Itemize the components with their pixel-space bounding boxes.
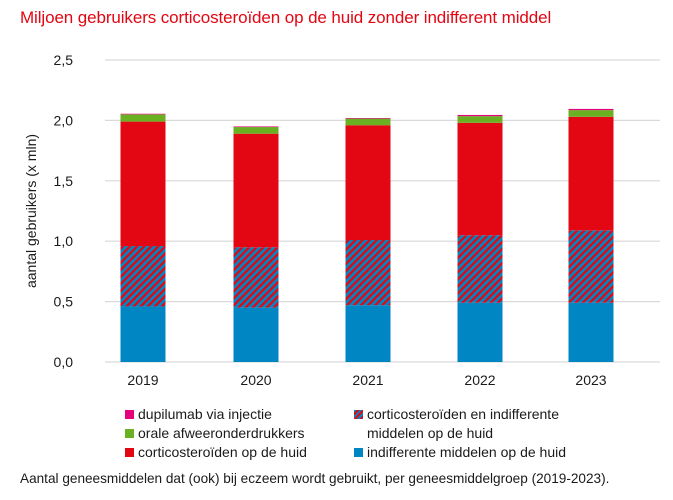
bar-segment-indiff: [345, 305, 391, 362]
legend-item-combi-line2: middelen op de huid: [367, 424, 493, 442]
bar-group-2023: [568, 108, 614, 362]
bar-segment-cortico: [568, 116, 614, 231]
bar-segment-orale: [120, 114, 166, 122]
bar-segment-combi: [233, 247, 279, 308]
y-tick-label: 0,0: [54, 354, 74, 370]
bar-group-2021: [345, 117, 391, 362]
legend-swatch-orale: [125, 429, 134, 438]
y-axis-label: aantal gebruikers (x mln): [23, 134, 39, 288]
legend-item-orale: orale afweeronderdrukkers: [125, 424, 305, 442]
legend-item-dupilumab: dupilumab via injectie: [125, 405, 272, 423]
bar-segment-indiff: [568, 302, 614, 362]
bar-segment-orale: [345, 118, 391, 126]
bar-segment-indiff: [120, 306, 166, 362]
legend-item-cortico: corticosteroïden op de huid: [125, 443, 307, 461]
legend-swatch-indiff: [354, 448, 363, 457]
legend-label: orale afweeronderdrukkers: [138, 425, 305, 441]
x-tick-label: 2023: [575, 372, 606, 388]
bar-segment-cortico: [457, 122, 503, 236]
figure-caption: Aantal geneesmiddelen dat (ook) bij ecze…: [20, 471, 610, 486]
legend-item-combi: corticosteroïden en indifferente: [354, 405, 559, 423]
bar-segment-combi: [345, 239, 391, 306]
legend-label: dupilumab via injectie: [138, 406, 272, 422]
legend-swatch-dupilumab: [125, 410, 134, 419]
legend-swatch-cortico: [125, 448, 134, 457]
bar-segment-cortico: [120, 121, 166, 247]
y-tick-label: 1,5: [54, 173, 74, 189]
bar-group-2020: [233, 126, 279, 362]
x-tick-label: 2019: [127, 372, 158, 388]
y-tick-label: 2,0: [54, 112, 74, 128]
bar-group-2022: [457, 114, 503, 362]
legend-label: corticosteroïden op de huid: [138, 444, 307, 460]
legend-label: indifferente middelen op de huid: [367, 444, 567, 460]
x-tick-label: 2020: [240, 372, 271, 388]
bar-segment-orale: [233, 127, 279, 134]
bar-segment-cortico: [233, 133, 279, 248]
bar-segment-combi: [568, 230, 614, 303]
y-tick-label: 2,5: [54, 52, 74, 68]
bar-group-2019: [120, 113, 166, 362]
bar-segment-orale: [457, 116, 503, 123]
y-tick-label: 1,0: [54, 233, 74, 249]
chart-title: Miljoen gebruikers corticosteroïden op d…: [20, 8, 552, 27]
bar-segment-dupilumab: [345, 117, 391, 119]
bar-segment-indiff: [233, 307, 279, 362]
bar-segment-combi: [120, 246, 166, 307]
bar-segment-combi: [457, 235, 503, 303]
legend-label: middelen op de huid: [367, 425, 494, 441]
bar-segment-cortico: [345, 125, 391, 240]
bar-segment-orale: [568, 110, 614, 117]
legend-swatch-combi: [354, 410, 363, 419]
x-tick-label: 2022: [464, 372, 495, 388]
stacked-bar-chart: 0,00,51,01,52,02,5 2019 2020 2021 2022 2023 …: [23, 52, 660, 388]
bar-segment-dupilumab: [457, 114, 503, 117]
x-tick-label: 2021: [352, 372, 383, 388]
legend-item-indiff: indifferente middelen op de huid: [354, 443, 566, 461]
bar-segment-dupilumab: [233, 126, 279, 128]
bar-segment-dupilumab: [120, 113, 166, 115]
y-tick-label: 0,5: [54, 294, 74, 310]
bar-segment-indiff: [457, 302, 503, 362]
bar-segment-dupilumab: [568, 108, 614, 111]
legend-label: corticosteroïden en indifferente: [367, 406, 559, 422]
